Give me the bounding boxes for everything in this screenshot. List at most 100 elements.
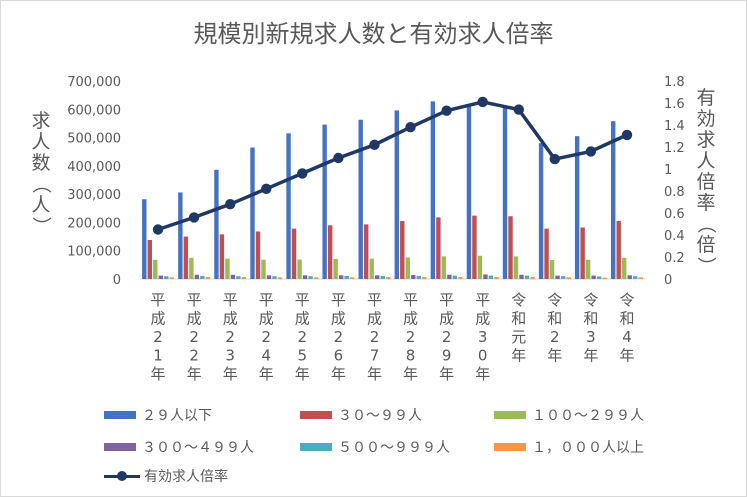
x-tick-label-char: 3 <box>586 328 596 346</box>
x-tick-label-char: 2 <box>153 328 163 346</box>
y-tick-label: 100,000 <box>67 245 121 260</box>
x-tick-label-char: 年 <box>331 365 346 383</box>
x-tick-label-char: 年 <box>475 365 490 383</box>
bar-5 <box>308 276 313 279</box>
x-tick-label-char: 平 <box>475 291 490 309</box>
bar-1 <box>611 121 616 279</box>
bar-1 <box>538 143 544 279</box>
bar-5 <box>200 275 205 279</box>
x-tick-label-char: 平 <box>367 291 382 309</box>
y-tick-label: 300,000 <box>67 188 121 203</box>
bar-3 <box>405 257 410 279</box>
ratio-point <box>621 129 633 141</box>
x-tick-label-char: 6 <box>334 347 344 365</box>
x-tick-label-char: 1 <box>153 347 163 365</box>
bar-1 <box>430 101 436 280</box>
bar-4 <box>447 274 452 279</box>
x-tick-label-char: 成 <box>187 310 202 328</box>
x-tick-label-char: 成 <box>475 310 490 328</box>
ratio-point <box>152 224 164 235</box>
bar-1 <box>394 110 399 279</box>
x-tick-label-char: 和 <box>619 310 634 328</box>
y2-tick-label: 0.6 <box>664 207 685 222</box>
ratio-point <box>333 152 344 164</box>
y2-tick-label: 0.2 <box>664 251 685 266</box>
x-tick-label-char: 4 <box>262 347 272 365</box>
y2-axis-title-char: 倍 <box>696 171 715 193</box>
x-tick-label-char: 成 <box>367 310 382 328</box>
bar-6 <box>494 277 499 279</box>
x-tick-label-char: 年 <box>547 347 562 365</box>
bar-6 <box>313 277 319 279</box>
bar-1 <box>358 119 363 279</box>
bar-2 <box>219 234 225 279</box>
bar-5 <box>488 275 494 279</box>
bar-2 <box>580 227 585 279</box>
x-tick-label-char: 年 <box>150 365 165 383</box>
ratio-point <box>549 153 560 165</box>
bar-2 <box>327 225 333 279</box>
x-tick-label-char: 2 <box>370 328 380 346</box>
y2-axis-title-char: 有 <box>696 87 715 109</box>
y2-tick-label: 1.8 <box>664 75 685 90</box>
x-tick-label-char: 2 <box>298 328 308 346</box>
bar-2 <box>436 217 441 279</box>
ratio-point <box>369 139 380 150</box>
bar-2 <box>400 221 405 279</box>
chart-title: 規模別新規求人数と有効求人倍率 <box>193 20 554 48</box>
x-tick-label-char: 平 <box>331 291 346 309</box>
bar-6 <box>241 277 247 279</box>
bar-6 <box>386 277 391 279</box>
x-tick-label-char: 成 <box>331 310 346 328</box>
x-tick-label-char: 年 <box>439 365 454 383</box>
bar-4 <box>555 275 560 279</box>
bar-2 <box>544 228 549 279</box>
bar-6 <box>638 277 643 279</box>
bar-6 <box>566 277 571 279</box>
bar-2 <box>147 239 152 279</box>
bar-1 <box>502 106 508 280</box>
ratio-point <box>297 168 308 179</box>
y-axis-title-char: 人 <box>31 131 50 153</box>
bar-3 <box>585 259 591 279</box>
y-axis-title-char: 人 <box>31 194 50 216</box>
x-tick-label-char: 0 <box>478 347 488 365</box>
bar-4 <box>411 275 416 279</box>
y-axis-title-char: （ <box>30 174 52 193</box>
y2-tick-label: 1.4 <box>664 119 685 134</box>
ratio-point <box>477 96 488 108</box>
ratio-point <box>188 212 200 223</box>
bar-4 <box>302 275 308 279</box>
bar-5 <box>452 275 458 279</box>
x-tick-label-char: 元 <box>511 328 526 346</box>
y2-axis-title-char: 求 <box>696 129 715 151</box>
y-tick-label: 0 <box>113 273 121 288</box>
y-tick-label: 600,000 <box>67 103 121 118</box>
x-tick-label-char: 平 <box>259 291 274 309</box>
y2-tick-label: 0 <box>664 273 672 288</box>
x-tick-label-char: 平 <box>187 291 202 309</box>
y2-axis-title-char: ） <box>695 256 717 275</box>
ratio-line <box>157 100 628 232</box>
ratio-point <box>513 104 524 115</box>
y2-tick-label: 1 <box>664 163 672 178</box>
x-tick-label-char: 3 <box>478 328 488 346</box>
bar-1 <box>178 192 183 279</box>
bar-4 <box>266 275 272 279</box>
x-tick-label-char: 3 <box>225 347 235 365</box>
ratio-point <box>585 146 597 157</box>
bar-1 <box>574 136 580 279</box>
x-tick-label-char: 和 <box>547 310 562 328</box>
bar-1 <box>466 105 472 279</box>
bar-4 <box>519 274 524 279</box>
x-tick-label-char: 7 <box>370 347 380 365</box>
x-tick-label-char: 2 <box>442 328 452 346</box>
x-tick-label-char: 年 <box>511 347 526 365</box>
x-tick-label-char: 成 <box>295 310 310 328</box>
bar-3 <box>549 260 555 279</box>
x-tick-label-char: 和 <box>583 310 598 328</box>
bar-6 <box>530 277 535 279</box>
bar-6 <box>602 277 607 279</box>
bar-6 <box>169 277 174 279</box>
